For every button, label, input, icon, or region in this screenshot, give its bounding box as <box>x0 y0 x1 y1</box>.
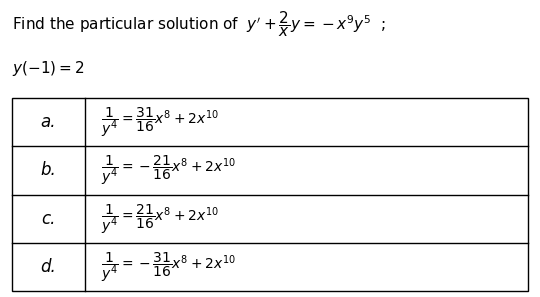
Text: $\dfrac{1}{y^4} = -\dfrac{21}{16}x^8 + 2x^{10}$: $\dfrac{1}{y^4} = -\dfrac{21}{16}x^8 + 2… <box>101 154 236 187</box>
Text: b.: b. <box>40 161 56 179</box>
Text: Find the particular solution of  $y' + \dfrac{2}{x}y = -x^9y^5$  ;: Find the particular solution of $y' + \d… <box>12 9 386 39</box>
Text: d.: d. <box>40 258 56 276</box>
Text: $\dfrac{1}{y^4} = \dfrac{31}{16}x^8 + 2x^{10}$: $\dfrac{1}{y^4} = \dfrac{31}{16}x^8 + 2x… <box>101 105 219 139</box>
Text: c.: c. <box>41 210 56 228</box>
Text: $\dfrac{1}{y^4} = \dfrac{21}{16}x^8 + 2x^{10}$: $\dfrac{1}{y^4} = \dfrac{21}{16}x^8 + 2x… <box>101 202 219 236</box>
Text: $y(-1) = 2$: $y(-1) = 2$ <box>12 59 84 78</box>
Text: a.: a. <box>40 113 56 131</box>
Text: $\dfrac{1}{y^4} = -\dfrac{31}{16}x^8 + 2x^{10}$: $\dfrac{1}{y^4} = -\dfrac{31}{16}x^8 + 2… <box>101 250 236 284</box>
